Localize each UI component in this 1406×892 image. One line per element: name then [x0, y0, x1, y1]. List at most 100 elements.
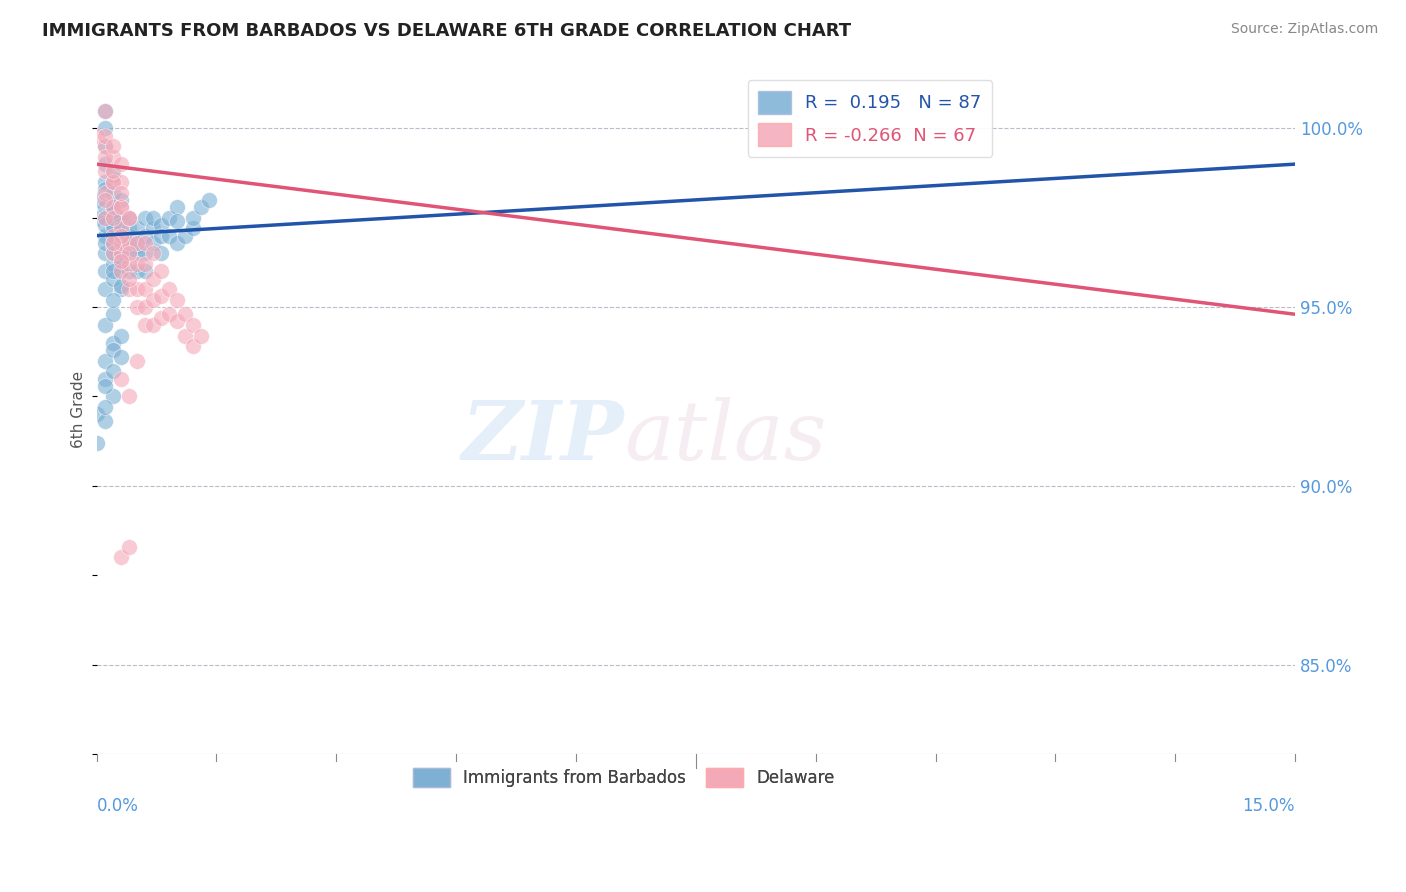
Point	[117, 211, 139, 225]
Point	[93, 128, 115, 143]
Point	[125, 239, 148, 253]
Point	[93, 211, 115, 225]
Point	[117, 257, 139, 271]
Point	[149, 310, 172, 325]
Point	[125, 300, 148, 314]
Point	[110, 228, 132, 243]
Point	[93, 282, 115, 296]
Point	[101, 200, 124, 214]
Point	[110, 235, 132, 250]
Point	[101, 139, 124, 153]
Point	[110, 235, 132, 250]
Point	[117, 211, 139, 225]
Point	[101, 221, 124, 235]
Point	[117, 271, 139, 285]
Point	[93, 139, 115, 153]
Point	[181, 318, 204, 332]
Point	[173, 307, 195, 321]
Point	[142, 221, 165, 235]
Point	[157, 228, 180, 243]
Point	[93, 193, 115, 207]
Point	[149, 246, 172, 260]
Point	[117, 389, 139, 403]
Point	[86, 193, 108, 207]
Point	[110, 218, 132, 232]
Point	[93, 228, 115, 243]
Point	[101, 239, 124, 253]
Point	[110, 228, 132, 243]
Point	[93, 121, 115, 136]
Text: ZIP: ZIP	[461, 397, 624, 476]
Point	[110, 278, 132, 293]
Point	[173, 228, 195, 243]
Point	[125, 353, 148, 368]
Point	[110, 350, 132, 364]
Point	[125, 257, 148, 271]
Point	[93, 139, 115, 153]
Point	[166, 293, 188, 307]
Point	[166, 200, 188, 214]
Point	[101, 211, 124, 225]
Point	[101, 203, 124, 218]
Point	[142, 211, 165, 225]
Point	[190, 200, 212, 214]
Point	[117, 246, 139, 260]
Text: atlas: atlas	[624, 397, 827, 476]
Text: 15.0%: 15.0%	[1243, 797, 1295, 814]
Point	[157, 211, 180, 225]
Point	[173, 328, 195, 343]
Point	[101, 235, 124, 250]
Point	[134, 318, 156, 332]
Point	[101, 246, 124, 260]
Point	[134, 246, 156, 260]
Point	[93, 200, 115, 214]
Point	[110, 157, 132, 171]
Point	[117, 540, 139, 554]
Point	[101, 218, 124, 232]
Point	[93, 371, 115, 385]
Point	[101, 175, 124, 189]
Point	[93, 246, 115, 260]
Point	[117, 264, 139, 278]
Y-axis label: 6th Grade: 6th Grade	[72, 370, 86, 448]
Point	[86, 436, 108, 450]
Point	[134, 264, 156, 278]
Point	[117, 211, 139, 225]
Point	[101, 175, 124, 189]
Point	[117, 221, 139, 235]
Point	[134, 282, 156, 296]
Point	[125, 264, 148, 278]
Point	[101, 293, 124, 307]
Point	[142, 293, 165, 307]
Point	[166, 214, 188, 228]
Point	[110, 186, 132, 200]
Point	[110, 200, 132, 214]
Point	[110, 328, 132, 343]
Point	[181, 211, 204, 225]
Point	[93, 378, 115, 392]
Point	[125, 235, 148, 250]
Point	[101, 235, 124, 250]
Point	[117, 282, 139, 296]
Point	[93, 414, 115, 428]
Point	[117, 235, 139, 250]
Point	[101, 200, 124, 214]
Text: Source: ZipAtlas.com: Source: ZipAtlas.com	[1230, 22, 1378, 37]
Point	[149, 289, 172, 303]
Point	[93, 318, 115, 332]
Point	[125, 221, 148, 235]
Point	[86, 211, 108, 225]
Point	[110, 246, 132, 260]
Point	[117, 228, 139, 243]
Point	[110, 193, 132, 207]
Point	[125, 246, 148, 260]
Point	[110, 282, 132, 296]
Point	[101, 186, 124, 200]
Point	[93, 264, 115, 278]
Point	[134, 211, 156, 225]
Legend: Immigrants from Barbados, Delaware: Immigrants from Barbados, Delaware	[406, 761, 841, 794]
Point	[181, 339, 204, 353]
Point	[197, 193, 219, 207]
Point	[149, 228, 172, 243]
Point	[93, 103, 115, 118]
